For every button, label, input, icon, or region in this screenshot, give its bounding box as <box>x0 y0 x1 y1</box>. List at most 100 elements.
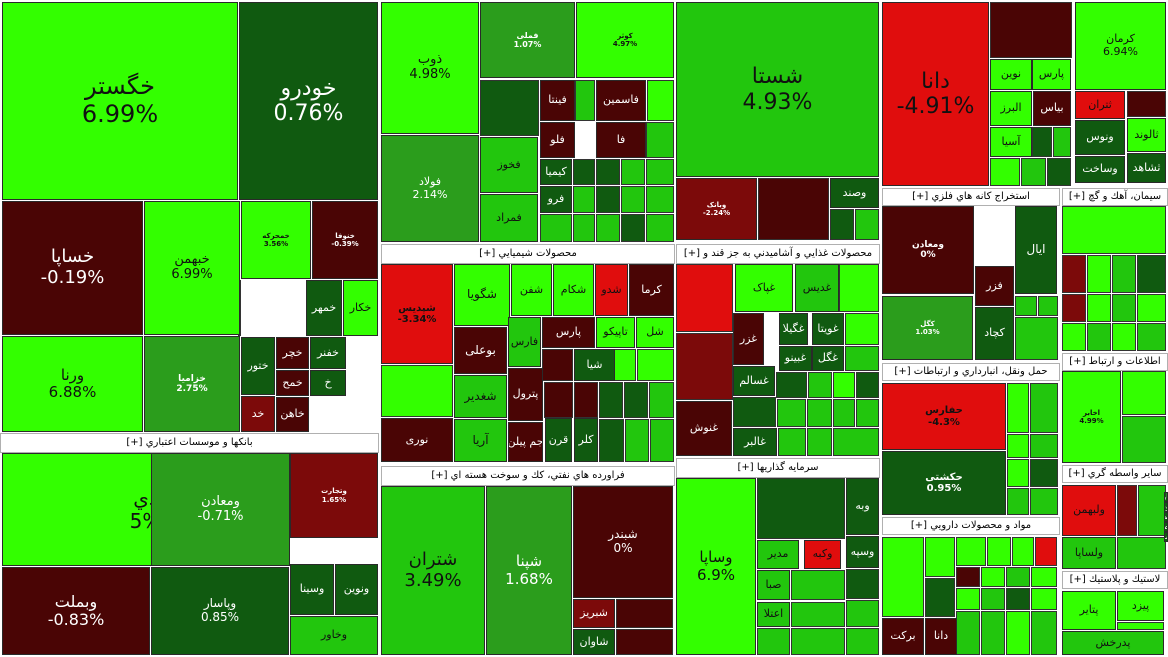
stock-tile[interactable]: وبانک -2.24% <box>676 178 757 240</box>
stock-tile[interactable]: شیا <box>574 349 615 381</box>
stock-tile[interactable]: دانا <box>925 618 957 655</box>
stock-tile[interactable]: پیزد <box>1117 591 1164 621</box>
treemap-cell[interactable] <box>846 628 879 655</box>
stock-tile[interactable]: خد <box>241 396 275 432</box>
treemap-cell[interactable] <box>791 628 845 655</box>
stock-tile[interactable]: وپاسار 0.85% <box>151 567 289 655</box>
stock-tile[interactable]: ثالوند <box>1127 118 1166 152</box>
treemap-cell[interactable] <box>646 159 674 185</box>
treemap-cell[interactable] <box>1112 323 1136 351</box>
stock-tile[interactable]: غصه <box>1164 522 1168 532</box>
treemap-cell[interactable] <box>621 186 645 213</box>
stock-tile[interactable]: ومعادن -0.71% <box>151 453 290 566</box>
stock-tile[interactable]: ولساپا <box>1062 537 1116 569</box>
treemap-cell[interactable] <box>646 214 674 242</box>
treemap-cell[interactable] <box>1127 91 1166 117</box>
stock-tile[interactable]: فا <box>596 122 646 158</box>
stock-tile[interactable]: شبندر 0% <box>573 486 673 598</box>
treemap-cell[interactable] <box>833 372 855 398</box>
treemap-cell[interactable] <box>830 209 854 240</box>
stock-tile[interactable]: وخاور <box>290 616 378 655</box>
stock-tile[interactable]: پدرخش <box>1062 631 1164 655</box>
stock-tile[interactable]: وسینا <box>290 564 334 615</box>
treemap-cell[interactable] <box>925 537 955 577</box>
stock-tile[interactable]: شکام <box>553 264 594 316</box>
stock-tile[interactable]: خنوفا -0.39% <box>312 201 378 279</box>
stock-tile[interactable]: خ <box>310 370 346 396</box>
treemap-cell[interactable] <box>733 397 776 427</box>
stock-tile[interactable]: کوثر 4.97% <box>576 2 674 78</box>
treemap-cell[interactable] <box>956 537 986 566</box>
sector-header[interactable]: حمل ونقل، انبارداري و ارتباطات [+] <box>882 363 1060 381</box>
treemap-cell[interactable] <box>542 349 573 381</box>
stock-tile[interactable]: حفارس -4.3% <box>882 383 1006 450</box>
treemap-cell[interactable] <box>1122 371 1166 415</box>
stock-tile[interactable]: اخابر 4.99% <box>1062 371 1121 463</box>
stock-tile[interactable]: آریا <box>454 419 507 462</box>
treemap-cell[interactable] <box>1062 206 1166 254</box>
treemap-cell[interactable] <box>846 600 879 627</box>
treemap-cell[interactable] <box>757 628 790 655</box>
treemap-cell[interactable] <box>596 214 620 242</box>
stock-tile[interactable]: خاور <box>1164 492 1168 502</box>
treemap-cell[interactable] <box>856 372 879 398</box>
stock-tile[interactable]: غگل <box>812 346 844 371</box>
treemap-cell[interactable] <box>1112 294 1136 322</box>
treemap-cell[interactable] <box>646 186 674 213</box>
treemap-cell[interactable] <box>621 214 645 242</box>
treemap-cell[interactable] <box>1035 537 1057 566</box>
sector-header[interactable]: محصولات شيميايي [+] <box>381 244 675 264</box>
treemap-cell[interactable] <box>956 611 980 655</box>
treemap-cell[interactable] <box>1031 611 1057 655</box>
stock-tile[interactable]: تاپیکو <box>596 317 635 348</box>
stock-tile[interactable]: وصند <box>830 178 879 208</box>
stock-tile[interactable]: شستا 4.93% <box>676 2 879 177</box>
stock-tile[interactable]: فملی 1.07% <box>480 2 575 78</box>
stock-tile[interactable]: ونوس <box>1075 120 1125 155</box>
stock-tile[interactable]: البرز <box>990 91 1032 126</box>
treemap-cell[interactable] <box>676 264 733 332</box>
treemap-cell[interactable] <box>925 578 955 617</box>
stock-tile[interactable]: خفنر <box>310 337 346 369</box>
stock-tile[interactable]: مدیر <box>757 540 799 569</box>
stock-tile[interactable]: غگیلا <box>779 313 808 345</box>
treemap-cell[interactable] <box>1007 488 1029 515</box>
stock-tile[interactable]: وتجارت 1.65% <box>290 453 378 538</box>
treemap-cell[interactable] <box>845 313 879 345</box>
stock-tile[interactable]: کیمیا <box>540 159 572 185</box>
stock-tile[interactable]: وساپا 6.9% <box>676 478 756 655</box>
stock-tile[interactable]: خچر <box>276 337 309 369</box>
treemap-cell[interactable] <box>882 537 924 617</box>
stock-tile[interactable]: ذوب 4.98% <box>381 2 479 134</box>
stock-tile[interactable]: اعتلا <box>757 602 790 627</box>
sector-header[interactable]: محصولات غذايي و آشاميدني به جز قند و [+] <box>676 244 880 264</box>
stock-tile[interactable]: شغدیر <box>454 375 507 418</box>
treemap-cell[interactable] <box>1006 567 1030 587</box>
stock-tile[interactable]: وبه <box>846 478 879 535</box>
stock-tile[interactable]: فارس <box>508 317 541 367</box>
stock-tile[interactable]: شدو <box>595 264 628 316</box>
treemap-cell[interactable] <box>776 372 807 398</box>
stock-tile[interactable]: بوعلی <box>454 327 507 374</box>
stock-tile[interactable]: غدیس <box>795 264 839 312</box>
stock-tile[interactable]: غبینو <box>779 346 812 371</box>
treemap-cell[interactable] <box>599 382 623 418</box>
stock-tile[interactable]: پترول <box>508 368 543 421</box>
treemap-cell[interactable] <box>625 419 649 462</box>
stock-tile[interactable]: خزامیا 2.75% <box>144 336 240 432</box>
treemap-cell[interactable] <box>987 537 1011 566</box>
stock-tile[interactable]: کرما <box>629 264 674 316</box>
stock-tile[interactable]: خاهن <box>276 397 309 432</box>
stock-tile[interactable]: فاسمین <box>596 80 646 121</box>
stock-tile[interactable]: خگستر 6.99% <box>2 2 238 200</box>
stock-tile[interactable]: خمح <box>276 370 309 396</box>
treemap-cell[interactable] <box>956 567 980 587</box>
treemap-cell[interactable] <box>1062 255 1086 293</box>
treemap-cell[interactable] <box>621 159 645 185</box>
stock-tile[interactable]: کلر <box>574 418 598 462</box>
stock-tile[interactable]: فولاد 2.14% <box>381 135 479 242</box>
treemap-cell[interactable] <box>1138 485 1166 536</box>
treemap-cell[interactable] <box>855 209 879 240</box>
treemap-cell[interactable] <box>1006 588 1030 610</box>
stock-tile[interactable]: شبریز <box>573 599 615 628</box>
